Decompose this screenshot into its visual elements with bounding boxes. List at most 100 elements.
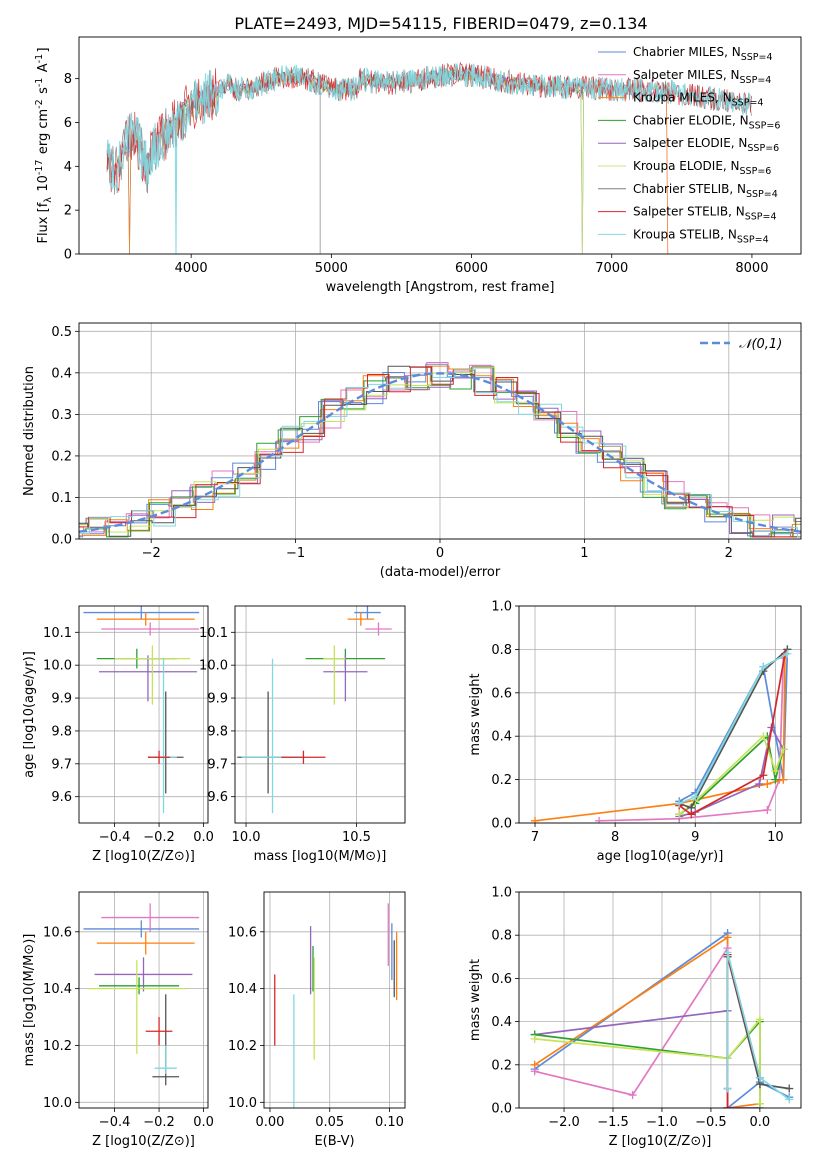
point-marker xyxy=(96,612,195,626)
series-line xyxy=(675,649,792,808)
y-tick-label: 1.0 xyxy=(491,886,512,901)
panel-spectrum: 4000 5000 6000 7000 8000 0 2 4 6 8 wavelength [Ang… xyxy=(34,36,802,295)
y-tick-label: 10.2 xyxy=(43,1039,72,1054)
panel-age-vs-metallicity: −0.4 −0.2 0.0 9.6 9.7 9.8 9.9 10.0 10.1 Z [log10(… xyxy=(22,605,214,864)
y-axis-label: mass weight xyxy=(468,959,483,1041)
y-tick-label: 9.8 xyxy=(51,724,72,739)
panel-mass-vs-ebv: 0.00 0.05 0.10 10.0 10.2 10.4 10.6 E(B-V) xyxy=(228,891,406,1149)
x-tick-label: 4000 xyxy=(175,261,208,276)
y-tick-label: 0.2 xyxy=(491,1058,512,1073)
x-tick-label: 8 xyxy=(611,830,619,845)
y-tick-label: 0.4 xyxy=(491,730,512,745)
y-tick-label: 10.1 xyxy=(199,626,228,641)
x-tick-label: 7 xyxy=(531,830,539,845)
x-axis-label: age [log10(age/yr)] xyxy=(597,849,724,864)
point-marker xyxy=(241,658,304,814)
y-tick-label: 0.2 xyxy=(491,773,512,788)
x-axis-label: (data-model)/error xyxy=(380,565,501,580)
point-marker xyxy=(145,1017,173,1046)
axes-frame xyxy=(78,605,209,824)
y-tick-label: 0.6 xyxy=(491,686,512,701)
series-line xyxy=(531,649,789,823)
legend-label: Kroupa MILES, NSSP=4 xyxy=(633,91,765,109)
point-marker xyxy=(723,948,732,957)
axes-frame xyxy=(78,322,802,540)
point-marker xyxy=(723,1084,732,1093)
legend-label: Salpeter MILES, NSSP=4 xyxy=(633,68,773,86)
x-axis-label: Z [log10(Z/Z⊙)] xyxy=(92,849,195,864)
point-marker xyxy=(763,779,772,788)
x-tick-label: 10 xyxy=(767,830,784,845)
series-path xyxy=(534,935,761,1108)
x-tick-label: 0 xyxy=(436,546,444,561)
point-marker xyxy=(530,1067,539,1076)
point-marker xyxy=(691,792,700,801)
x-tick-label: 10.0 xyxy=(232,830,261,845)
y-tick-label: 9.8 xyxy=(207,724,228,739)
series-path xyxy=(534,945,729,1108)
y-tick-label: 8 xyxy=(64,72,72,87)
y-axis-label: mass [log10(M/M⊙)] xyxy=(22,934,37,1067)
point-marker xyxy=(755,1099,764,1108)
plot-area xyxy=(237,606,392,814)
point-marker xyxy=(759,771,768,780)
x-tick-label: −2.0 xyxy=(548,1115,580,1130)
x-tick-label: 8000 xyxy=(735,261,768,276)
x-tick-label: 0.00 xyxy=(255,1115,284,1130)
series-path xyxy=(678,653,786,816)
series-line xyxy=(106,61,752,194)
point-marker xyxy=(763,805,772,814)
y-tick-label: 10.0 xyxy=(43,659,72,674)
x-tick-label: 0.10 xyxy=(375,1115,404,1130)
panel-mass-vs-metallicity: −0.4 −0.2 0.0 10.0 10.2 10.4 10.6 Z [log10(Z/Z⊙… xyxy=(22,891,214,1149)
legend-label: Kroupa ELODIE, NSSP=6 xyxy=(633,159,773,177)
y-tick-label: 10.6 xyxy=(228,925,257,940)
y-tick-label: 9.7 xyxy=(207,757,228,772)
plot-area xyxy=(83,606,200,814)
plot-area xyxy=(531,645,792,823)
point-marker xyxy=(83,920,200,938)
y-tick-label: 0.2 xyxy=(51,449,72,464)
y-tick-label: 10.0 xyxy=(228,1096,257,1111)
x-tick-label: −1.5 xyxy=(597,1115,629,1130)
axes-frame xyxy=(263,891,406,1109)
legend-label: Salpeter ELODIE, NSSP=6 xyxy=(633,136,780,154)
x-tick-label: 0.0 xyxy=(750,1115,771,1130)
point-marker xyxy=(354,606,381,620)
point-marker xyxy=(96,931,195,955)
point-marker xyxy=(114,645,191,705)
point-marker xyxy=(783,649,792,658)
point-marker xyxy=(530,1034,539,1043)
y-axis-label: mass weight xyxy=(468,673,483,755)
plot-area xyxy=(274,903,398,1108)
y-tick-label: 9.7 xyxy=(51,757,72,772)
legend-label: 𝒩(0,1) xyxy=(739,337,782,352)
y-tick-label: 9.9 xyxy=(207,692,228,707)
point-marker xyxy=(595,816,604,823)
point-marker xyxy=(147,750,171,764)
axes-frame xyxy=(518,891,802,1109)
point-marker xyxy=(83,606,200,620)
legend: 𝒩(0,1) xyxy=(700,337,782,352)
figure-title: PLATE=2493, MJD=54115, FIBERID=0479, z=0… xyxy=(234,14,647,33)
y-tick-label: 10.4 xyxy=(43,982,72,997)
y-tick-label: 9.6 xyxy=(207,790,228,805)
y-tick-label: 10.0 xyxy=(43,1096,72,1111)
y-axis-label: age [log10(age/yr)] xyxy=(22,651,37,778)
point-marker xyxy=(723,1104,732,1108)
x-tick-label: 1 xyxy=(580,546,588,561)
panel-massweight-vs-metallicity: −2.0 −1.5 −1.0 −0.5 0.0 0.0 0.2 0.4 0.6 0.8 1.0 Z [… xyxy=(468,886,802,1149)
point-marker xyxy=(87,960,186,1054)
legend-label: Chabrier ELODIE, NSSP=6 xyxy=(633,113,782,131)
y-tick-label: 4 xyxy=(64,160,72,175)
x-tick-label: 2 xyxy=(725,546,733,561)
x-tick-label: 0.0 xyxy=(193,1115,214,1130)
point-marker xyxy=(771,766,780,775)
y-tick-label: 0.0 xyxy=(491,817,512,832)
point-marker xyxy=(99,977,180,995)
point-marker xyxy=(365,622,392,636)
series-path xyxy=(678,652,788,805)
y-axis-label: Flux [fλ 10-17 erg cm-2 s-1 A-1 ] xyxy=(34,47,54,243)
y-tick-label: 9.6 xyxy=(51,790,72,805)
y-tick-label: 1.0 xyxy=(491,600,512,615)
